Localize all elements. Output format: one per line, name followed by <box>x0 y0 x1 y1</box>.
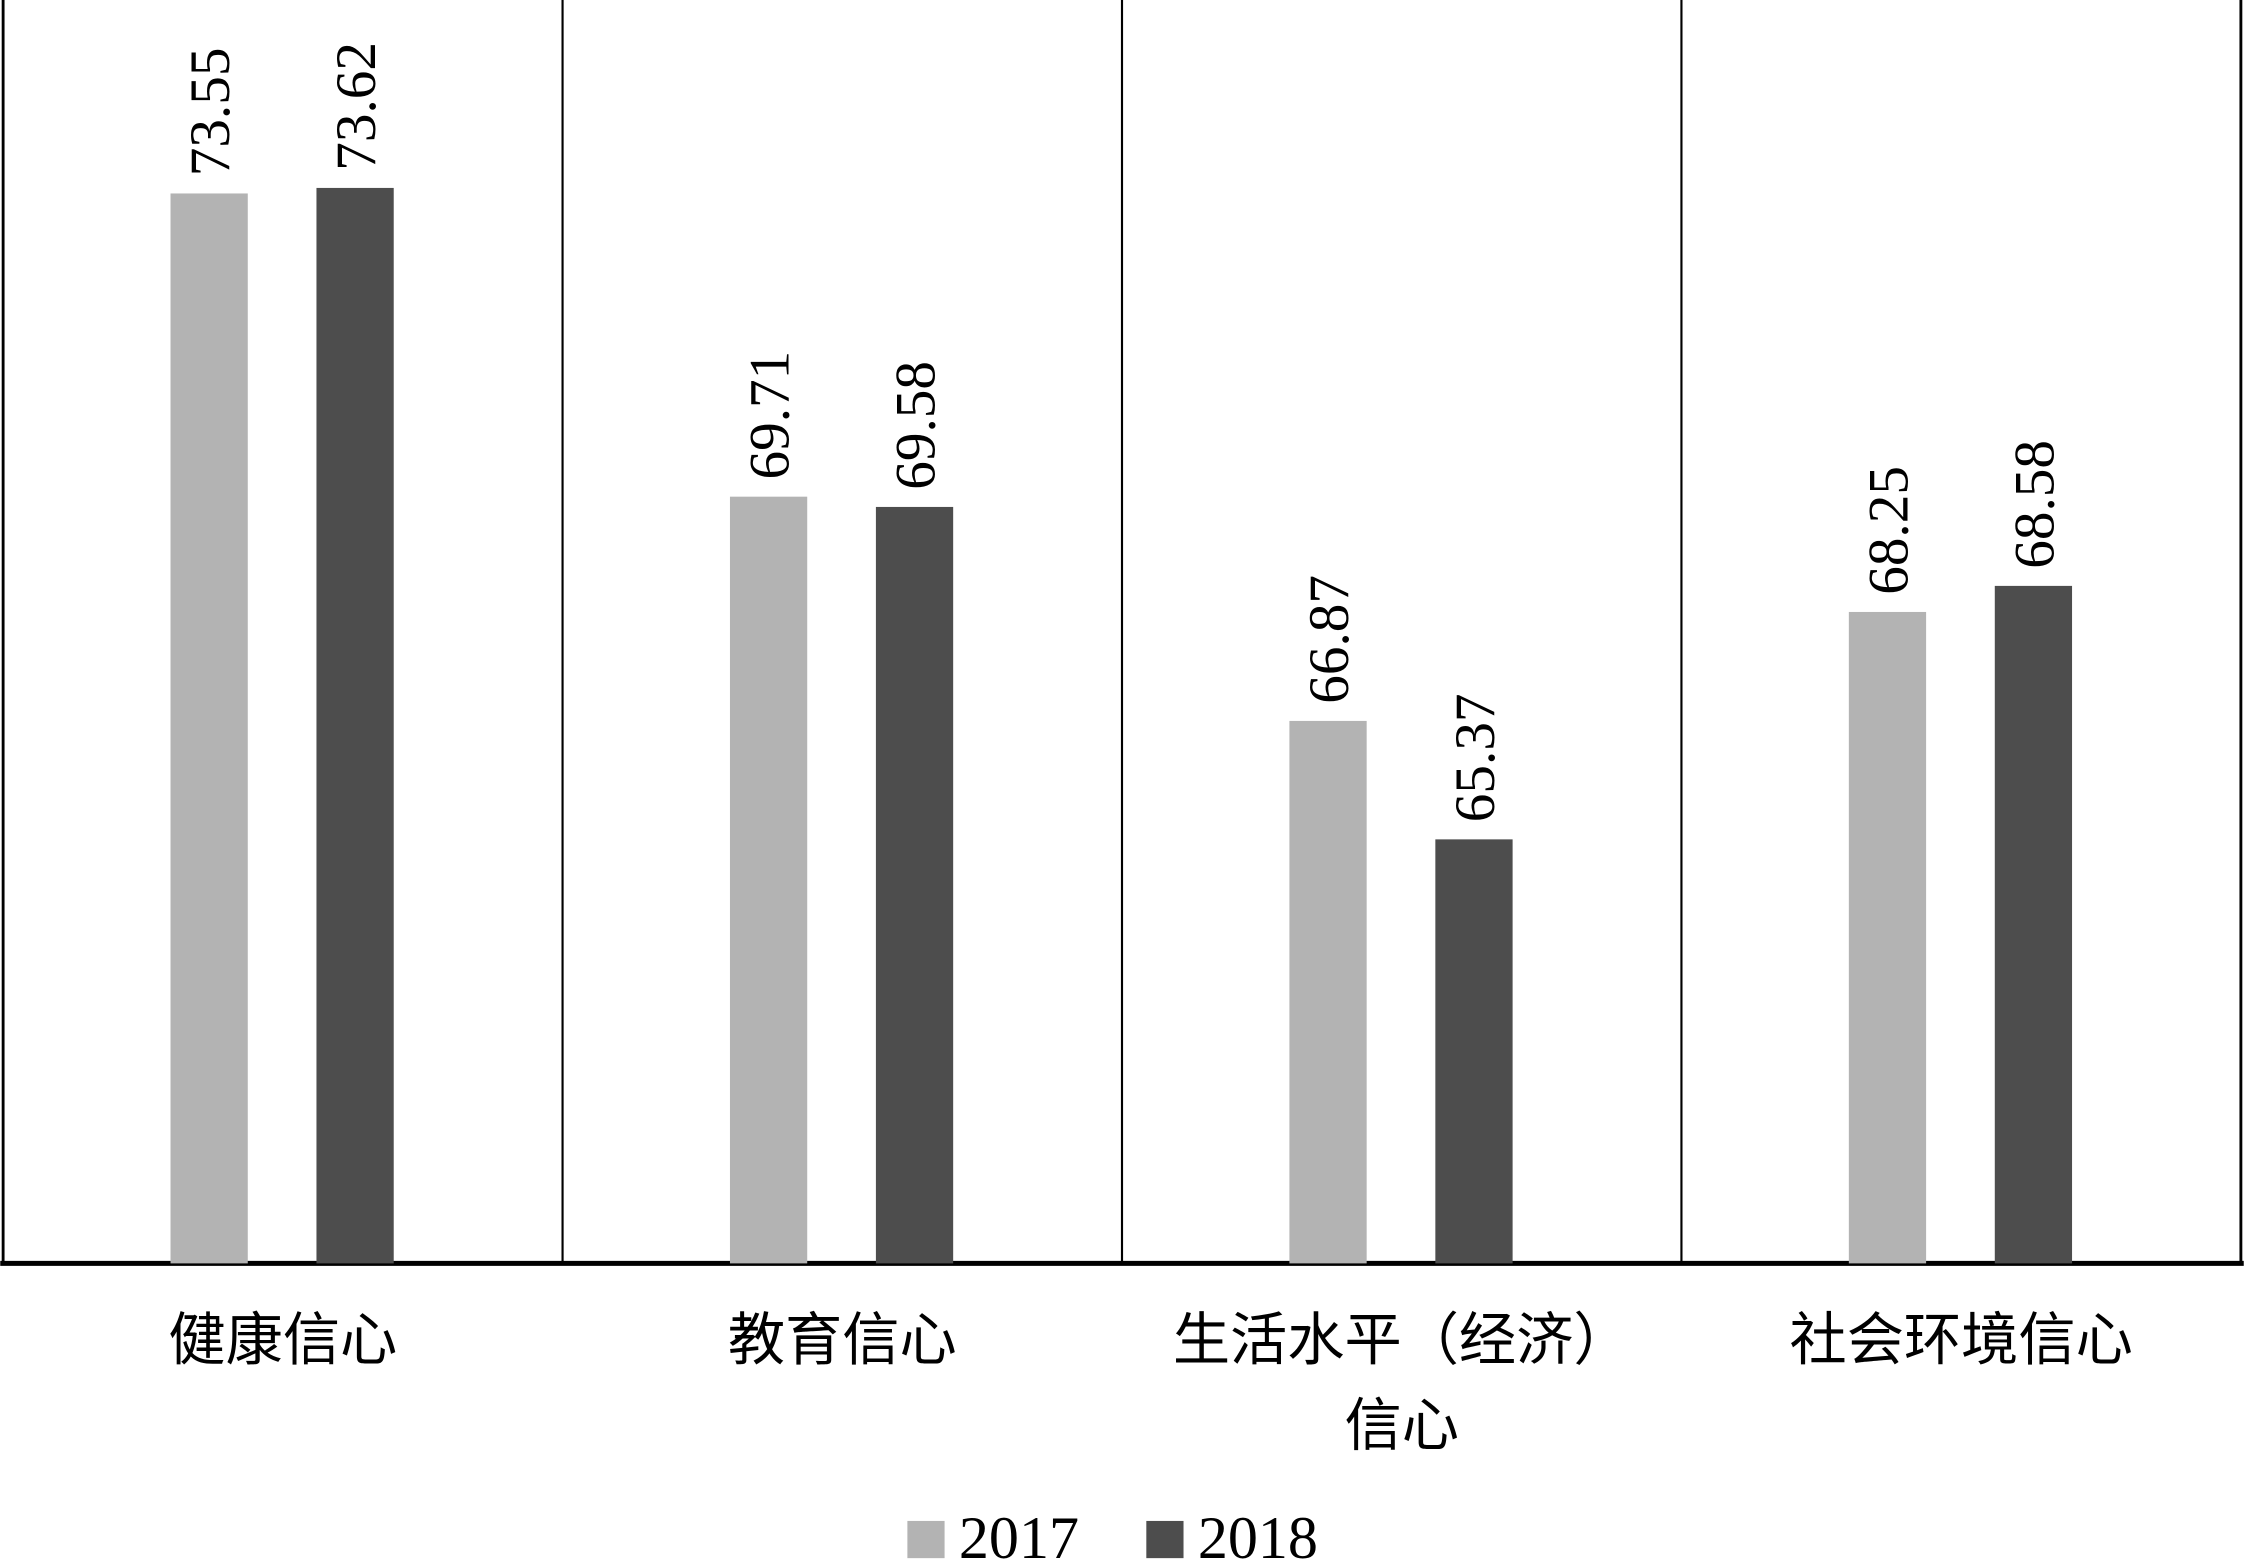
data-label-2017: 69.71 <box>739 351 802 480</box>
bar-2017 <box>729 496 808 1264</box>
legend: 2017 2018 <box>907 1504 1318 1561</box>
bar-2017 <box>1289 720 1367 1264</box>
bar-2017 <box>1848 611 1927 1264</box>
category-label: 社会环境信心 <box>1789 1307 2132 1373</box>
category-label: 教育信心 <box>728 1307 957 1373</box>
legend-label-2017: 2017 <box>959 1504 1079 1561</box>
bar-2017 <box>170 193 248 1264</box>
data-label-2017: 68.25 <box>1858 466 1921 595</box>
data-label-2017: 66.87 <box>1298 575 1361 704</box>
bar-2018 <box>1994 585 2073 1264</box>
data-label-2018: 69.58 <box>885 361 948 490</box>
data-labels: 73.55 69.71 66.87 68.25 73.62 69.58 65.37 68.58 <box>179 42 2066 822</box>
legend-swatch-2018 <box>1146 1520 1184 1559</box>
legend-swatch-2017 <box>907 1520 945 1559</box>
category-label: 健康信心 <box>168 1307 397 1373</box>
category-labels: 健康信心 教育信心 生活水平（经济） 信心 社会环境信心 <box>168 1307 2132 1459</box>
bar-2018 <box>316 187 394 1264</box>
data-label-2018: 73.62 <box>325 42 388 171</box>
legend-label-2018: 2018 <box>1198 1504 1318 1561</box>
category-label: 生活水平（经济） <box>1173 1307 1631 1373</box>
data-label-2018: 65.37 <box>1444 693 1507 822</box>
bars <box>170 187 2073 1264</box>
data-label-2017: 73.55 <box>179 48 242 177</box>
data-label-2018: 68.58 <box>2003 440 2066 569</box>
category-label: 信心 <box>1344 1393 1458 1459</box>
bar-2018 <box>1435 839 1513 1264</box>
bar-2018 <box>875 506 954 1264</box>
